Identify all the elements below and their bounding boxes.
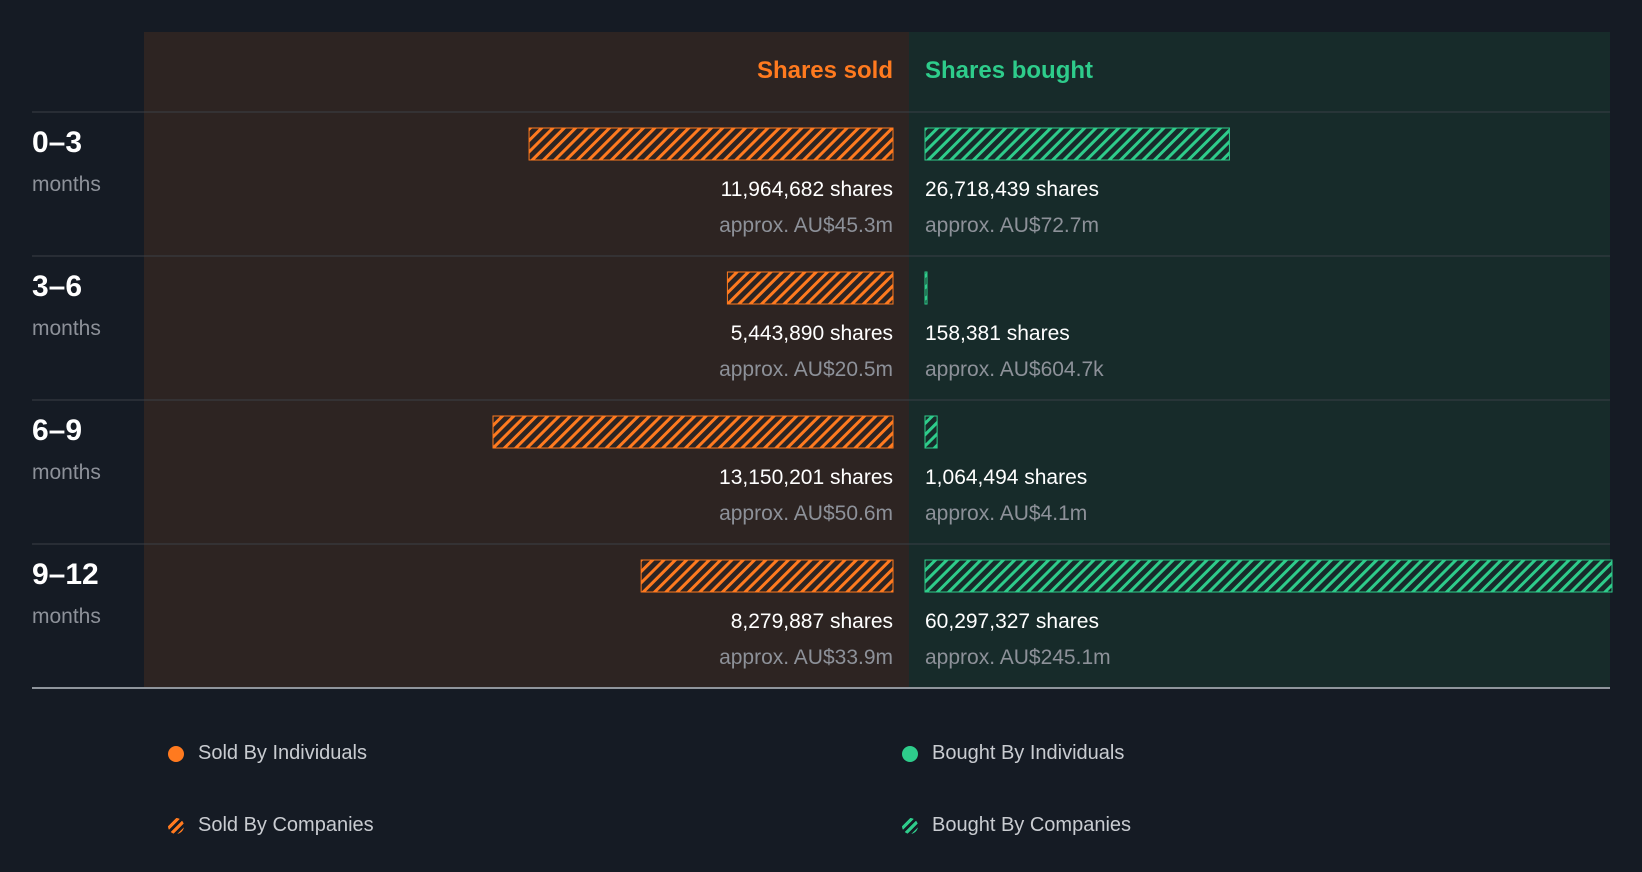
bought-shares-label: 60,297,327 shares bbox=[925, 610, 1099, 633]
row-unit-label: months bbox=[32, 317, 101, 340]
solid-orange-dot-icon bbox=[168, 745, 184, 762]
header-shares-bought: Shares bought bbox=[925, 57, 1093, 84]
row-range-label: 6–9 bbox=[32, 414, 82, 447]
legend-item-sold-companies: Sold By Companies bbox=[168, 814, 374, 837]
bought-shares-label: 158,381 shares bbox=[925, 322, 1070, 345]
bought-approx-label: approx. AU$4.1m bbox=[925, 502, 1087, 525]
sold-shares-label: 13,150,201 shares bbox=[719, 466, 893, 489]
legend: Sold By Individuals Bought By Individual… bbox=[0, 720, 1642, 872]
sold-bar bbox=[528, 127, 894, 161]
solid-green-dot-icon bbox=[902, 745, 918, 762]
bought-shares-label: 26,718,439 shares bbox=[925, 178, 1099, 201]
bought-approx-label: approx. AU$604.7k bbox=[925, 358, 1104, 381]
sold-approx-label: approx. AU$20.5m bbox=[719, 358, 893, 381]
bought-bar bbox=[924, 271, 928, 305]
bought-shares-label: 1,064,494 shares bbox=[925, 466, 1087, 489]
sold-shares-label: 5,443,890 shares bbox=[731, 322, 893, 345]
legend-item-sold-individuals: Sold By Individuals bbox=[168, 742, 367, 765]
row-range-label: 9–12 bbox=[32, 558, 99, 591]
sold-approx-label: approx. AU$45.3m bbox=[719, 214, 893, 237]
sold-shares-label: 8,279,887 shares bbox=[731, 610, 893, 633]
legend-label: Sold By Individuals bbox=[198, 742, 367, 764]
sold-bar bbox=[640, 559, 894, 593]
bought-approx-label: approx. AU$245.1m bbox=[925, 646, 1111, 669]
legend-label: Bought By Individuals bbox=[932, 742, 1125, 764]
row-unit-label: months bbox=[32, 605, 101, 628]
bought-bar bbox=[924, 559, 1613, 593]
header-shares-sold: Shares sold bbox=[757, 57, 893, 84]
row-unit-label: months bbox=[32, 173, 101, 196]
bought-approx-label: approx. AU$72.7m bbox=[925, 214, 1099, 237]
bought-bar bbox=[924, 415, 938, 449]
legend-item-bought-companies: Bought By Companies bbox=[902, 814, 1131, 837]
hatched-orange-dot-icon bbox=[168, 817, 184, 834]
sold-approx-label: approx. AU$33.9m bbox=[719, 646, 893, 669]
row-range-label: 3–6 bbox=[32, 270, 82, 303]
sold-approx-label: approx. AU$50.6m bbox=[719, 502, 893, 525]
legend-item-bought-individuals: Bought By Individuals bbox=[902, 742, 1124, 765]
row-range-label: 0–3 bbox=[32, 126, 82, 159]
hatched-green-dot-icon bbox=[902, 817, 918, 834]
sold-shares-label: 11,964,682 shares bbox=[721, 178, 893, 201]
bought-bar bbox=[924, 127, 1230, 161]
sold-bar bbox=[492, 415, 894, 449]
insider-trading-chart: Shares sold Shares bought 0–3 months 11,964,… bbox=[32, 32, 1613, 689]
sold-bar bbox=[726, 271, 894, 305]
row-unit-label: months bbox=[32, 461, 101, 484]
legend-label: Sold By Companies bbox=[198, 814, 374, 836]
legend-label: Bought By Companies bbox=[932, 814, 1132, 836]
